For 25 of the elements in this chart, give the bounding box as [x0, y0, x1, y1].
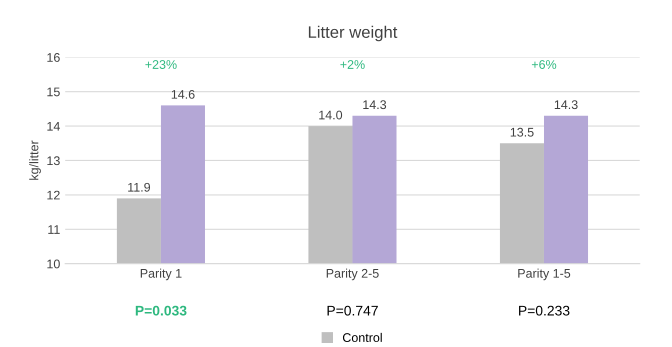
data-label: 14.3 — [363, 100, 386, 110]
x-tick-label: Parity 1 — [140, 268, 182, 280]
text: P=0.033 — [136, 306, 187, 316]
data-label: 13.5 — [510, 128, 534, 137]
y-tick-label: 10 — [47, 260, 60, 268]
y-tick-label: 15 — [47, 88, 60, 96]
x-tick-label: Parity 2-5 — [326, 268, 379, 280]
data-label: 11.9 — [128, 182, 150, 192]
data-label: 14.3 — [554, 100, 578, 110]
y-tick-label: 16 — [47, 53, 60, 62]
legend-label: Control — [342, 332, 382, 342]
annotation: +23% — [145, 60, 177, 69]
y-tick-label: 13 — [47, 156, 60, 166]
text: P=0.233 — [519, 306, 570, 316]
annotation: +2% — [340, 60, 365, 69]
data-label: 14.6 — [172, 90, 195, 99]
data-label: 14.0 — [319, 110, 342, 120]
y-axis-title: kg/litter — [29, 140, 41, 180]
text: P=0.747 — [328, 306, 378, 316]
x-tick-label: Parity 1-5 — [518, 268, 570, 280]
annotation: +6% — [532, 60, 556, 69]
chart-title: Litter weight — [308, 26, 398, 42]
y-tick-label: 12 — [47, 190, 60, 200]
y-tick-label: 11 — [48, 225, 60, 234]
y-tick-label: 14 — [47, 122, 60, 131]
